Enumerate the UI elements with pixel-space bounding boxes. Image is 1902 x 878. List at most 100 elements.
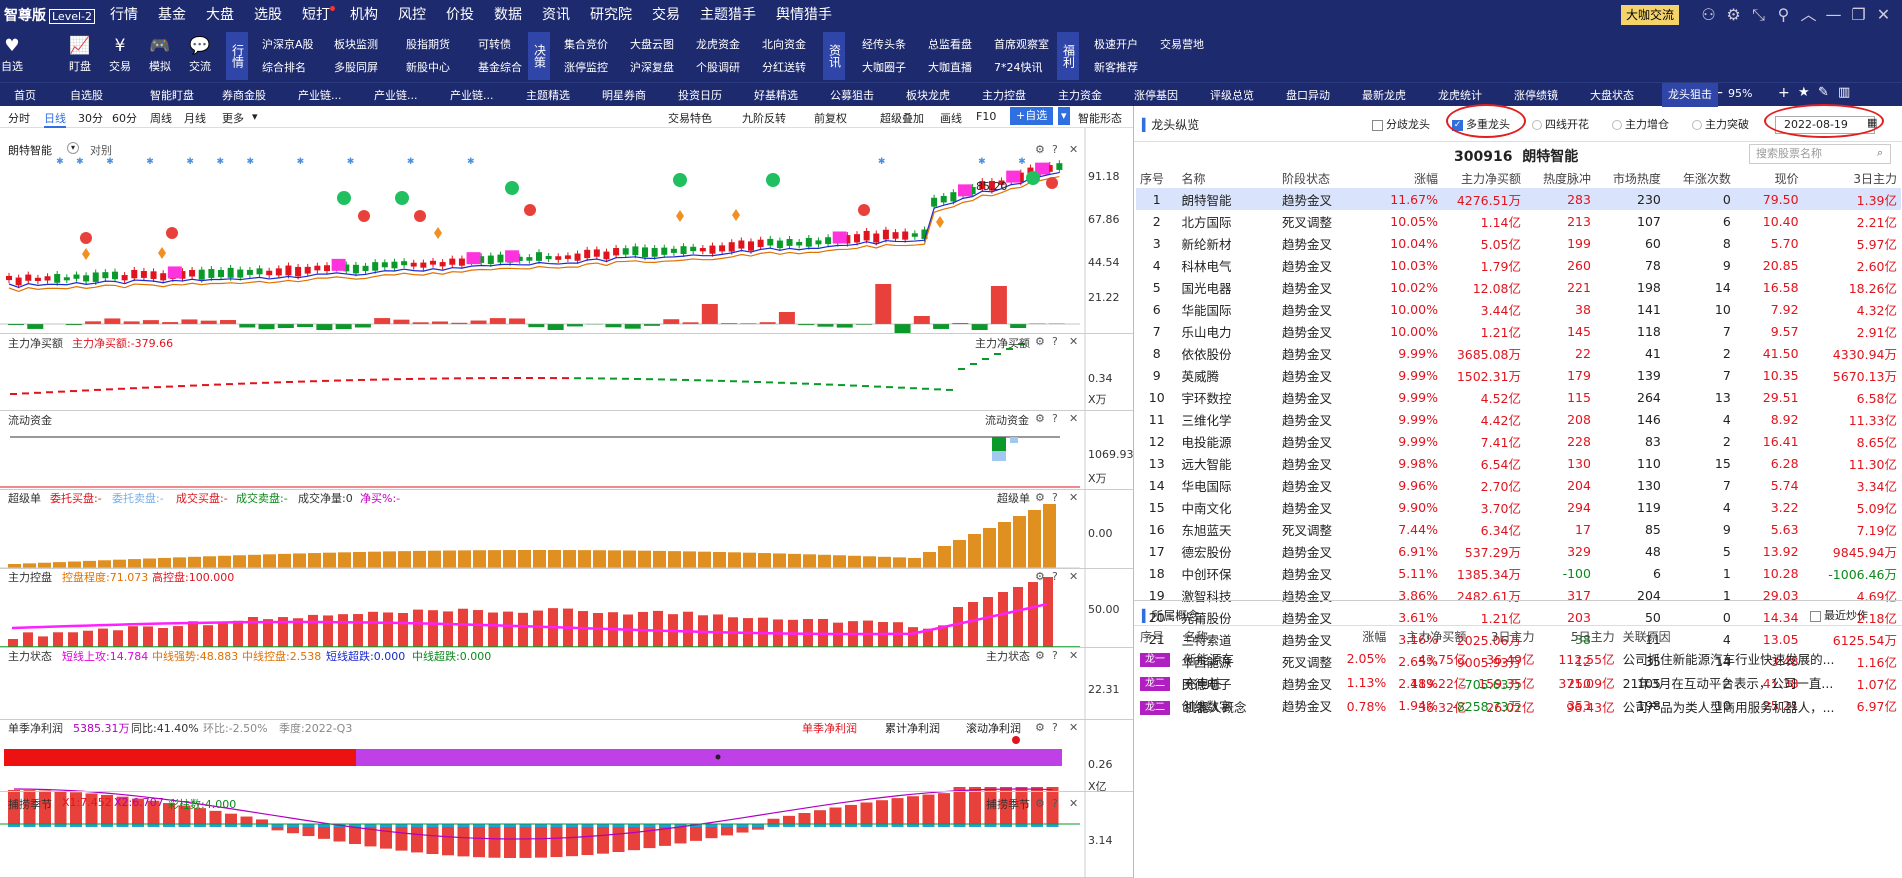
concept-row[interactable]: 龙一 新能源车 2.05% 43.75亿 36.49亿 112.55亿 公司抓住新能源汽车行…: [1136, 646, 1901, 670]
collapse-icon[interactable]: ︿: [1800, 5, 1817, 24]
tab-12[interactable]: 板块龙虎: [906, 89, 950, 102]
tab-3[interactable]: 券商金股: [222, 89, 266, 102]
table-row[interactable]: 7 乐山电力 趋势金叉 10.00% 1.21亿 145 118 7 9.57 2.91亿: [1136, 320, 1901, 342]
toolbar-button-3[interactable]: 🎮 模拟: [140, 34, 180, 74]
table-row[interactable]: 12 电投能源 趋势金叉 9.99% 7.41亿 228 83 2 16.41 8.65亿: [1136, 430, 1901, 452]
period-0[interactable]: 分时: [8, 112, 30, 125]
toolbar-link[interactable]: 个股调研: [696, 61, 740, 74]
table-row[interactable]: 1 朗特智能 趋势金叉 11.67% 4276.51万 283 230 0 79.50 1.39亿: [1136, 188, 1901, 210]
toolbar-button-0[interactable]: ♥ 自选: [0, 34, 32, 74]
period-3[interactable]: 60分: [112, 112, 137, 125]
menu-item[interactable]: 大盘: [206, 7, 234, 23]
table-row[interactable]: 20 光莆股份 趋势金叉 3.61% 1.21亿 203 50 0 14.34 2.18亿: [1136, 606, 1901, 628]
column-header[interactable]: 主力净买额: [1461, 171, 1522, 186]
menu-item[interactable]: 舆情猎手: [776, 7, 832, 23]
toolbar-link[interactable]: 分红送转: [762, 61, 806, 74]
filter-four-line[interactable]: 四线开花: [1532, 116, 1589, 132]
close-icon[interactable]: ✕: [1069, 491, 1079, 504]
close-icon[interactable]: ✕: [1069, 797, 1079, 810]
shrink-icon[interactable]: ⤡: [1752, 5, 1765, 24]
table-row[interactable]: 14 华电国际 趋势金叉 9.96% 2.70亿 204 130 7 5.74 3.34亿: [1136, 474, 1901, 496]
toolbar-link[interactable]: 总监看盘: [928, 38, 972, 51]
chart-tool-2[interactable]: 前复权: [814, 112, 847, 125]
menu-item[interactable]: 主题猎手: [700, 7, 756, 23]
toolbar-link[interactable]: 基金综合: [478, 61, 522, 74]
table-row[interactable]: 11 三维化学 趋势金叉 9.99% 4.42亿 208 146 4 8.92 11.33亿: [1136, 408, 1901, 430]
gear-icon[interactable]: ⚙: [1035, 491, 1045, 504]
toolbar-button-2[interactable]: ¥ 交易: [100, 34, 140, 74]
recent-hype-checkbox[interactable]: [1810, 610, 1821, 622]
tab-17[interactable]: 盘口异动: [1286, 89, 1330, 102]
tab-5[interactable]: 产业链...: [374, 89, 418, 102]
menu-item[interactable]: 基金: [158, 7, 186, 23]
tab-19[interactable]: 龙虎统计: [1438, 89, 1482, 102]
dropdown-chevron-icon[interactable]: ▾: [1058, 107, 1070, 125]
menu-item[interactable]: 选股: [254, 7, 282, 23]
gear-icon[interactable]: ⚙: [1035, 335, 1045, 348]
menu-item[interactable]: 资讯: [542, 7, 570, 23]
close-icon[interactable]: ✕: [1069, 335, 1079, 348]
tab-10[interactable]: 好基精选: [754, 89, 798, 102]
concept-column-header[interactable]: 5日主力: [1570, 629, 1615, 644]
filter-main-increase[interactable]: 主力增仓: [1612, 116, 1669, 132]
close-icon[interactable]: ✕: [1069, 649, 1079, 662]
zoom-level[interactable]: 95%: [1728, 87, 1753, 100]
dropdown-chevron-icon[interactable]: ▾: [67, 142, 79, 154]
toolbar-link[interactable]: 涨停监控: [564, 61, 608, 74]
gear-icon[interactable]: ⚙: [1035, 721, 1045, 734]
brand-logo[interactable]: 智尊版 Level-2: [4, 5, 96, 25]
chart-tool-5[interactable]: F10: [976, 110, 997, 123]
concept-column-header[interactable]: 3日主力: [1490, 629, 1535, 644]
table-row[interactable]: 9 英威腾 趋势金叉 9.99% 1502.31万 179 139 7 10.35 5670.13…: [1136, 364, 1901, 386]
settings-icon[interactable]: ⚙: [1726, 5, 1741, 24]
period-1[interactable]: 日线: [44, 110, 66, 128]
tab-11[interactable]: 公募狙击: [830, 89, 874, 102]
column-header[interactable]: 3日主力: [1853, 171, 1897, 186]
tab-13[interactable]: 主力控盘: [982, 89, 1026, 102]
column-header[interactable]: 名称: [1181, 171, 1206, 186]
toolbar-link[interactable]: 可转债: [478, 38, 511, 51]
toolbar-link[interactable]: 7*24快讯: [994, 61, 1043, 74]
tab-2[interactable]: 智能盯盘: [150, 89, 194, 102]
menu-item[interactable]: 短打: [302, 0, 335, 30]
toolbar-link[interactable]: 首席观察室: [994, 38, 1049, 51]
filter-divergence[interactable]: 分歧龙头: [1372, 116, 1430, 132]
column-header[interactable]: 市场热度: [1612, 171, 1661, 186]
toolbar-link[interactable]: 沪深京A股: [262, 38, 314, 51]
table-row[interactable]: 19 激智科技 趋势金叉 3.86% 2482.61万 317 204 1 29.03 4.69亿: [1136, 584, 1901, 606]
table-row[interactable]: 17 德宏股份 趋势金叉 6.91% 537.29万 329 48 5 13.92 9845.94…: [1136, 540, 1901, 562]
layout-icon[interactable]: ▥: [1838, 85, 1851, 100]
toolbar-link[interactable]: 极速开户: [1094, 38, 1138, 51]
tab-0[interactable]: 首页: [14, 89, 36, 102]
concept-column-header[interactable]: 序号: [1140, 629, 1165, 644]
tab-15[interactable]: 涨停基因: [1134, 89, 1178, 102]
toolbar-link[interactable]: 大咖直播: [928, 61, 972, 74]
period-5[interactable]: 月线: [184, 112, 206, 125]
gear-icon[interactable]: ⚙: [1035, 649, 1045, 662]
concept-column-header[interactable]: 主力净买额: [1406, 629, 1467, 644]
table-row[interactable]: 6 华能国际 趋势金叉 10.00% 3.44亿 38 141 10 7.92 4.32亿: [1136, 298, 1901, 320]
concept-column-header[interactable]: 涨幅: [1362, 629, 1387, 644]
gear-icon[interactable]: ⚙: [1035, 412, 1045, 425]
tab-14[interactable]: 主力资金: [1058, 89, 1102, 102]
table-row[interactable]: 5 国光电器 趋势金叉 10.02% 12.08亿 221 198 14 16.58 18.26亿: [1136, 276, 1901, 298]
gear-icon[interactable]: ⚙: [1035, 143, 1045, 156]
column-header[interactable]: 年涨次数: [1682, 171, 1731, 186]
menu-item[interactable]: 交易: [652, 7, 680, 23]
chart-tool-4[interactable]: 画线: [940, 112, 962, 125]
table-row[interactable]: 13 远大智能 趋势金叉 9.98% 6.54亿 130 110 15 6.28 11.30亿: [1136, 452, 1901, 474]
period-2[interactable]: 30分: [78, 112, 103, 125]
star-icon[interactable]: ★: [1798, 85, 1810, 100]
toolbar-link[interactable]: 大盘云图: [630, 38, 674, 51]
table-row[interactable]: 8 依依股份 趋势金叉 9.99% 3685.08万 22 41 2 41.50 4330.94万: [1136, 342, 1901, 364]
filter-main-breakout[interactable]: 主力突破: [1692, 116, 1749, 132]
column-header[interactable]: 涨幅: [1413, 171, 1438, 186]
help-icon[interactable]: ?: [1052, 412, 1058, 425]
menu-item[interactable]: 行情: [110, 7, 138, 23]
table-row[interactable]: 15 中南文化 趋势金叉 9.90% 3.70亿 294 119 4 3.22 5.09亿: [1136, 496, 1901, 518]
zoom-in-icon[interactable]: +: [1778, 85, 1790, 101]
toolbar-link[interactable]: 沪深复盘: [630, 61, 674, 74]
minimize-icon[interactable]: —: [1825, 5, 1842, 24]
help-icon[interactable]: ?: [1052, 335, 1058, 348]
menu-item[interactable]: 机构: [350, 7, 378, 23]
